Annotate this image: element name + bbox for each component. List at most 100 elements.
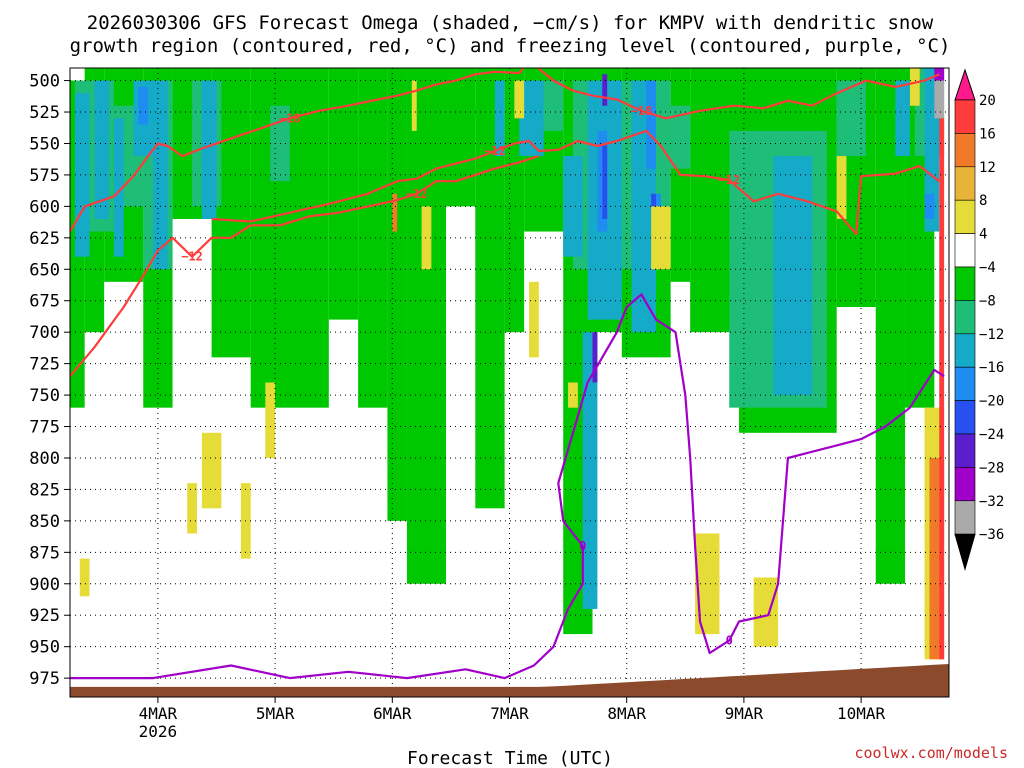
omega-cell-6-5 — [411, 80, 417, 131]
colorbar-label-11: −28 — [979, 460, 1004, 476]
colorbar-bottom-arrow — [954, 533, 976, 572]
omega-cell-0-13 — [895, 80, 910, 157]
contour-label-3-1: 0 — [726, 633, 733, 647]
omega-cell-8-9 — [387, 68, 407, 521]
omega-cell-6-9 — [568, 382, 578, 408]
omega-cell-6-0 — [79, 558, 90, 597]
colorbar-swatch-13 — [954, 500, 976, 535]
colorbar-swatch-4 — [954, 199, 976, 234]
omega-cell-0-2 — [113, 118, 124, 257]
colorbar-swatch-8 — [954, 333, 976, 368]
y-axis-ticks: 500 525 550 575 600 625 650 675 700 725 750 775 800 8… — [29, 72, 70, 689]
ytick-label-550: 550 — [29, 134, 60, 154]
contour-label-0-1: −12 — [718, 173, 740, 187]
omega-cell-0-11 — [582, 332, 598, 609]
ytick-label-800: 800 — [29, 449, 60, 469]
xtick-label-6MAR: 6MAR — [373, 704, 412, 723]
colorbar-swatch-2 — [954, 133, 976, 168]
colorbar-label-6: −8 — [979, 293, 996, 309]
contour-3 — [70, 293, 945, 680]
colorbar-label-2: 12 — [979, 160, 996, 176]
ytick-label-750: 750 — [29, 386, 60, 406]
ytick-label-700: 700 — [29, 323, 60, 343]
colorbar-swatch-12 — [954, 467, 976, 502]
contour-0 — [211, 129, 940, 236]
ytick-label-875: 875 — [29, 543, 60, 563]
chart-title-line2: growth region (contoured, red, °C) and f… — [70, 35, 951, 57]
omega-cell-1-4 — [924, 193, 935, 219]
colorbar-swatch-6 — [954, 266, 976, 301]
omega-cell-8-11 — [446, 68, 476, 207]
colorbar-swatch-9 — [954, 366, 976, 401]
ytick-label-825: 825 — [29, 480, 60, 500]
ytick-label-650: 650 — [29, 260, 60, 280]
contour-label-2-0: −12 — [181, 250, 203, 264]
omega-cell-1-0 — [138, 86, 149, 125]
xtick-label-10MAR: 10MAR — [837, 704, 886, 723]
omega-cell-12-4 — [270, 105, 290, 182]
omega-cell-12-5 — [543, 80, 564, 131]
xtick-label-4MAR: 4MAR — [139, 704, 178, 723]
colorbar-label-4: 4 — [979, 227, 987, 243]
omega-cell-6-14 — [909, 68, 920, 106]
omega-cell-0-5 — [201, 80, 217, 219]
omega-cell-2-0 — [602, 143, 608, 219]
omega-cell-1-2 — [646, 80, 656, 169]
omega-cell-6-12 — [753, 577, 779, 647]
omega-cell-0-0 — [74, 93, 90, 257]
ytick-label-925: 925 — [29, 606, 60, 626]
colorbar-swatch-5 — [954, 233, 976, 268]
ytick-label-775: 775 — [29, 418, 60, 438]
ytick-label-900: 900 — [29, 575, 60, 595]
colorbar-swatch-7 — [954, 300, 976, 335]
omega-cell-8-10 — [406, 68, 447, 584]
colorbar-label-10: −24 — [979, 427, 1004, 443]
omega-cell-6-6 — [421, 206, 432, 270]
colorbar-swatch-3 — [954, 166, 976, 201]
contour-label-2-1: −12 — [406, 187, 428, 201]
xtick-label-5MAR: 5MAR — [256, 704, 295, 723]
colorbar: 20 16 12 8 4 −4 −8 −12 −16 −20 −24 −28 −32 −36 — [954, 68, 1004, 572]
contour-label-3-0: 0 — [579, 539, 586, 553]
ytick-label-675: 675 — [29, 292, 60, 312]
ytick-label-950: 950 — [29, 638, 60, 658]
colorbar-swatch-10 — [954, 400, 976, 435]
ytick-label-575: 575 — [29, 166, 60, 186]
colorbar-label-1: 16 — [979, 126, 996, 142]
ytick-label-850: 850 — [29, 512, 60, 532]
omega-cell-3-1 — [592, 332, 598, 383]
colorbar-label-3: 8 — [979, 193, 987, 209]
omega-cell-0-6 — [494, 80, 505, 157]
ytick-label-625: 625 — [29, 229, 60, 249]
contour-label-1-0: −18 — [279, 111, 301, 125]
colorbar-label-12: −32 — [979, 494, 1004, 510]
omega-cell-6-3 — [187, 483, 197, 534]
omega-cell-0-1 — [94, 80, 110, 219]
colorbar-swatch-1 — [954, 99, 976, 134]
x-axis-label: Forecast Time (UTC) — [407, 748, 613, 768]
omega-cell-5-0 — [934, 80, 945, 119]
omega-cell-0-12 — [773, 156, 813, 396]
terrain-fill — [70, 664, 949, 697]
ytick-label-525: 525 — [29, 103, 60, 123]
plot-area: −12 −12 −18 −18 −12 −12 0 0 — [70, 68, 949, 697]
colorbar-label-8: −16 — [979, 360, 1004, 376]
omega-cell-7-1 — [392, 193, 398, 232]
colorbar-swatch-11 — [954, 433, 976, 468]
colorbar-label-7: −12 — [979, 327, 1004, 343]
omega-cell-12-7 — [670, 105, 691, 169]
colorbar-label-9: −20 — [979, 394, 1004, 410]
omega-cell-6-8 — [529, 281, 539, 358]
omega-cell-8-7 — [328, 68, 359, 320]
omega-cell-8-8 — [358, 68, 388, 408]
contour-lines: −12 −12 −18 −18 −12 −12 0 0 — [70, 68, 945, 680]
contour-label-1-1: −18 — [631, 104, 653, 118]
colorbar-label-5: −4 — [979, 260, 996, 276]
omega-cell-6-2 — [265, 382, 276, 458]
chart-title-line1: 2026030306 GFS Forecast Omega (shaded, −… — [87, 12, 934, 34]
omega-cell-6-13 — [836, 156, 847, 219]
contour-1 — [70, 68, 940, 233]
colorbar-label-13: −36 — [979, 527, 1004, 543]
